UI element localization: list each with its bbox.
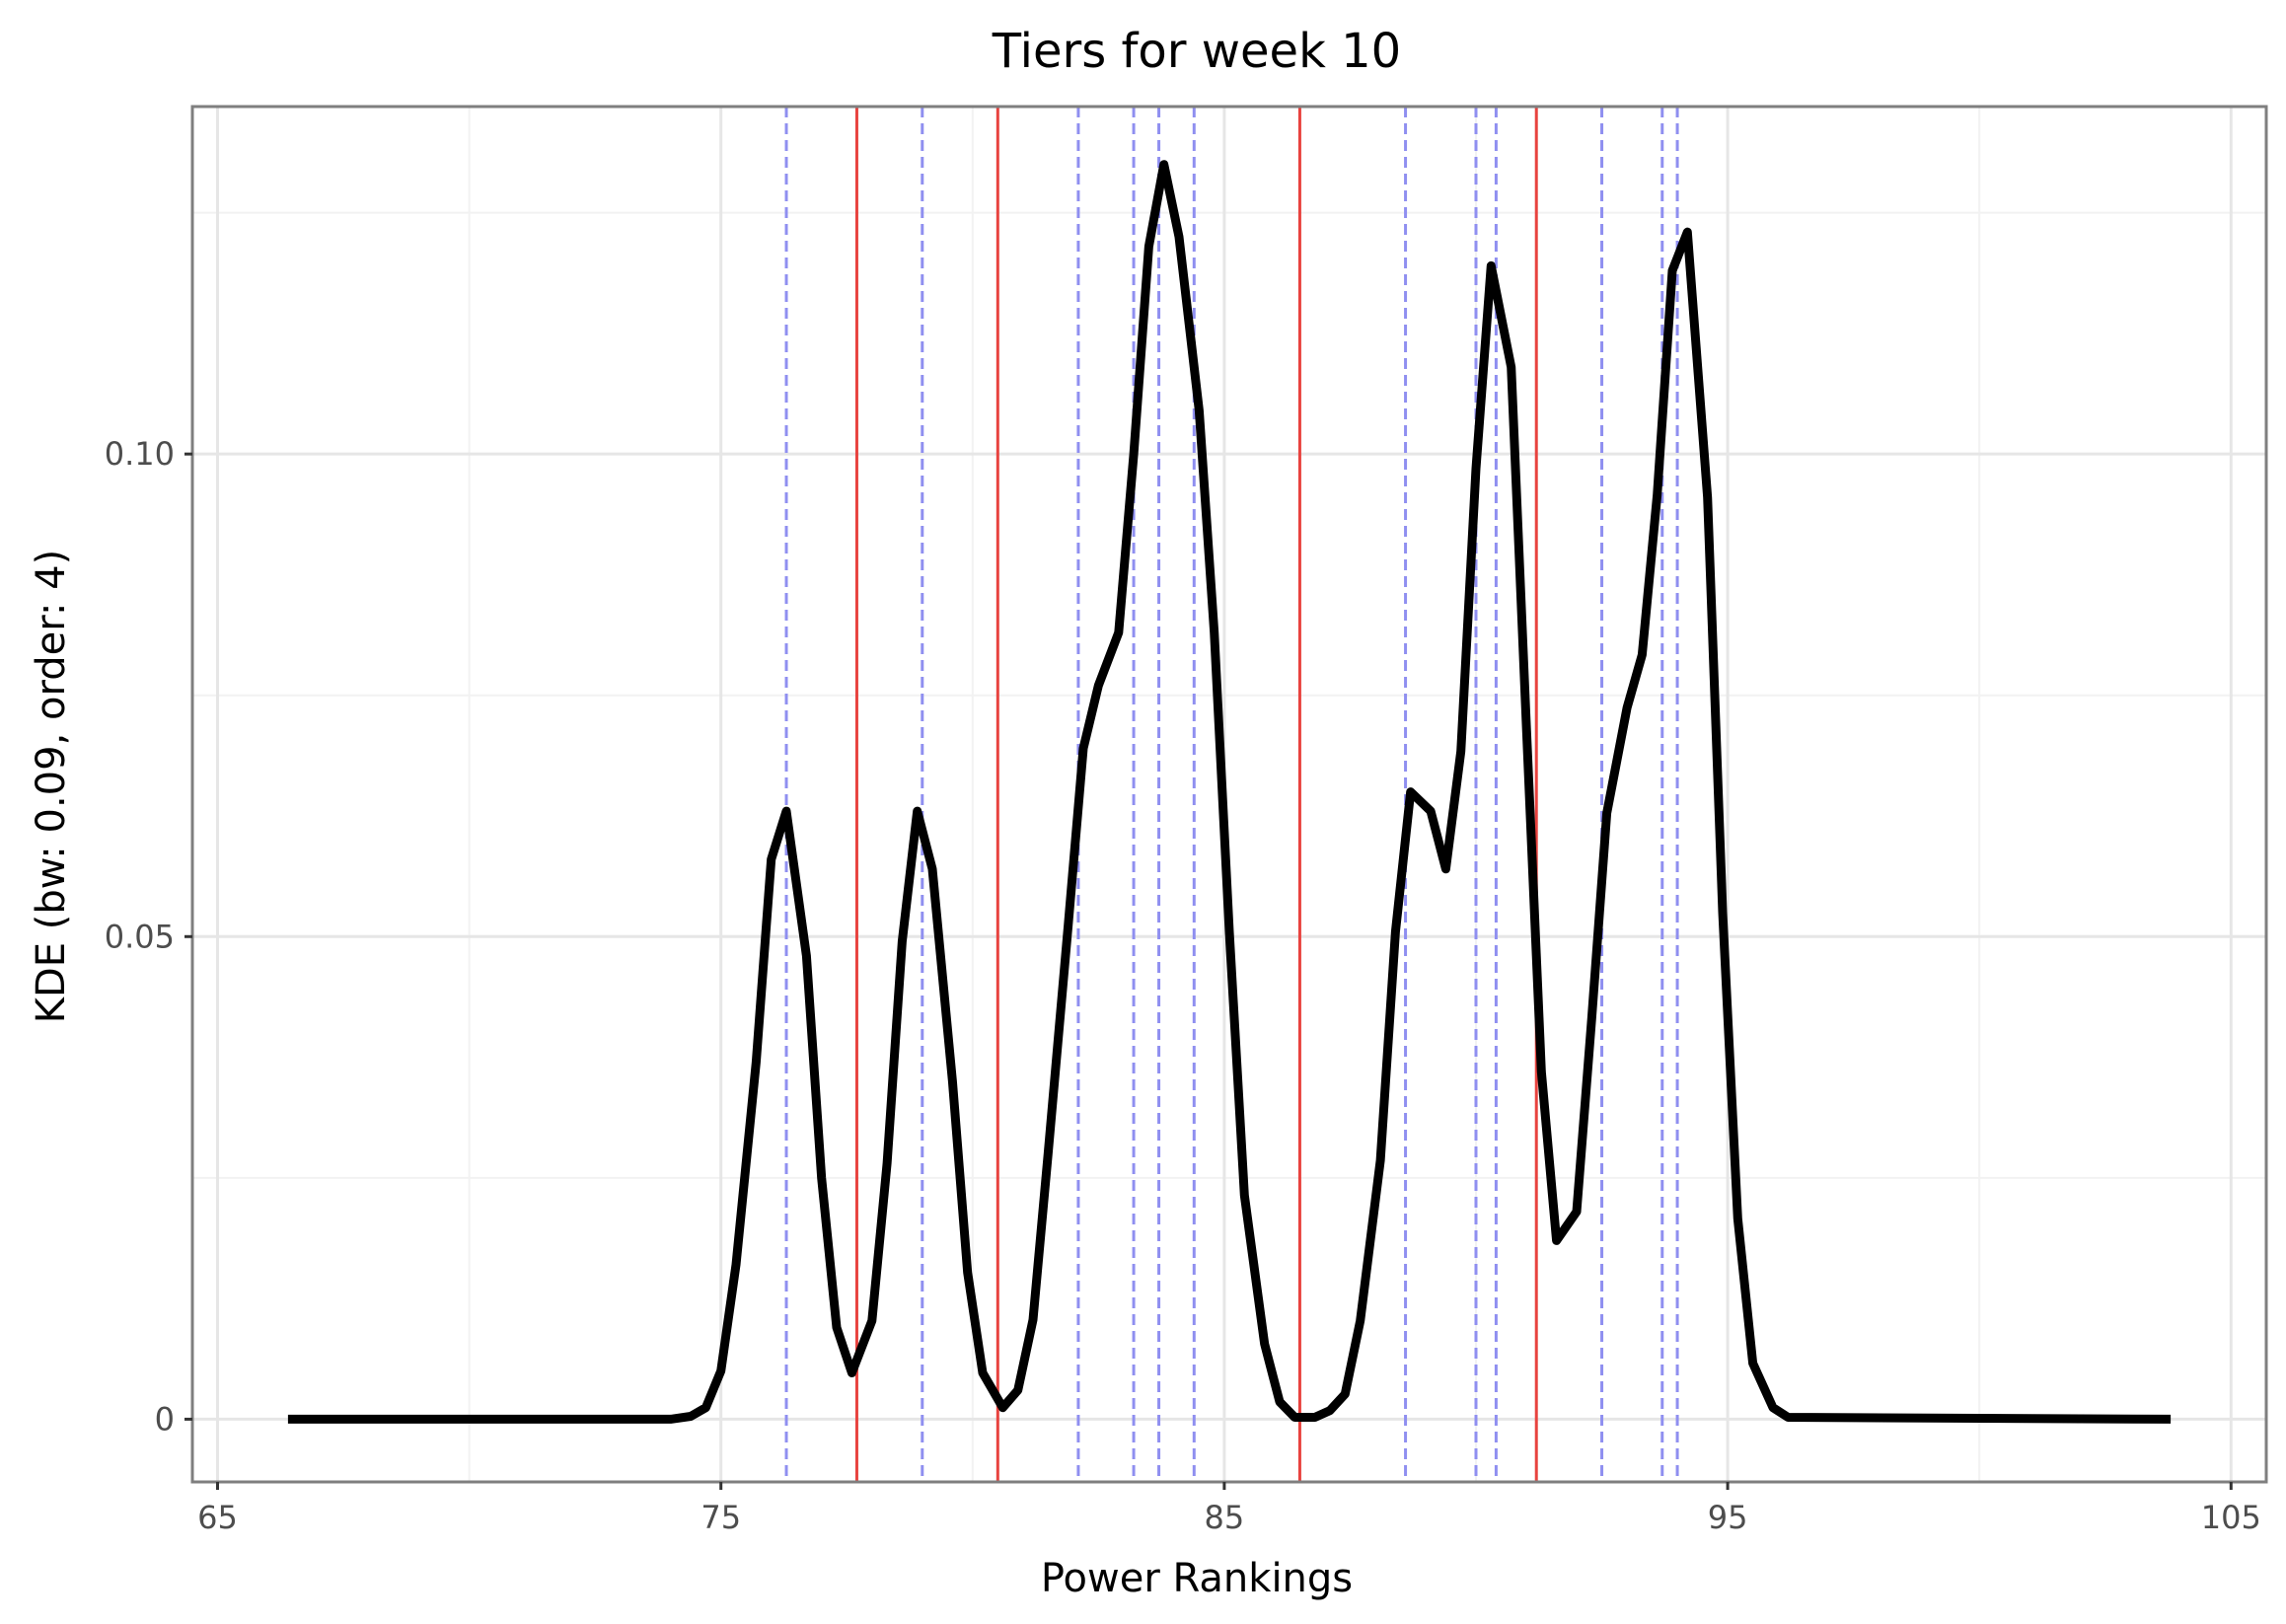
y-tick-label: 0.10 [105,435,175,473]
x-tick-label: 65 [197,1499,238,1536]
kde-series [287,160,2172,1424]
kde-line [287,160,2172,1424]
x-tick-label: 105 [2201,1499,2261,1536]
chart-title: Tiers for week 10 [992,24,1401,79]
x-axis-title: Power Rankings [1041,1556,1353,1601]
axis-ticks: 65 75 85 95 105 0 0.05 0.10 [105,435,2261,1536]
y-axis-title: KDE (bw: 0.09, order: 4) [29,550,74,1023]
x-tick-label: 85 [1205,1499,1245,1536]
y-tick-label: 0.05 [105,918,175,955]
x-tick-label: 95 [1708,1499,1748,1536]
panel-border [190,105,2268,1484]
x-tick-label: 75 [701,1499,741,1536]
y-tick-label: 0 [155,1400,175,1438]
